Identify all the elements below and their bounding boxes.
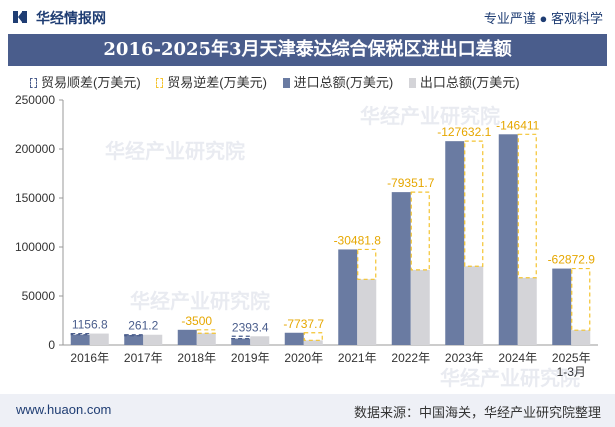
data-label: 2393.4 bbox=[232, 320, 269, 334]
data-label: -146411 bbox=[496, 118, 539, 132]
bar-chart: 0 50000 100000 150000 200000 250000 1156.8 2016… bbox=[15, 93, 598, 379]
import-bar bbox=[391, 192, 411, 345]
data-label: -79351.7 bbox=[387, 176, 435, 190]
data-label: -30481.8 bbox=[334, 233, 382, 247]
legend-swatch-exports bbox=[408, 78, 416, 88]
export-bar bbox=[571, 330, 591, 345]
top-bar: 华经情报网 专业严谨 ● 客观科学 bbox=[0, 0, 615, 34]
import-bar bbox=[445, 141, 465, 345]
export-bar bbox=[517, 277, 537, 345]
data-label: -127632.1 bbox=[437, 125, 491, 139]
tagline: 专业严谨 ● 客观科学 bbox=[483, 11, 603, 26]
data-label: 1156.8 bbox=[72, 318, 108, 332]
import-bar bbox=[284, 332, 304, 345]
legend-item-imports: 进口总额(万美元) bbox=[282, 72, 394, 91]
y-tick-label: 50000 bbox=[22, 289, 56, 303]
legend-label-imports: 进口总额(万美元) bbox=[293, 75, 394, 90]
export-bar bbox=[250, 336, 270, 345]
brand-logo-icon bbox=[13, 11, 27, 23]
import-bar bbox=[552, 268, 572, 345]
legend: 贸易顺差(万美元) 贸易逆差(万美元) 进口总额(万美元) 出口总额(万美元) bbox=[30, 72, 532, 94]
legend-label-deficit: 贸易逆差(万美元) bbox=[167, 75, 267, 90]
export-bar bbox=[196, 333, 216, 345]
surplus-bar bbox=[124, 334, 144, 337]
x-tick-label: 2024年 bbox=[498, 351, 537, 365]
export-bar bbox=[410, 269, 430, 345]
legend-label-surplus: 贸易顺差(万美元) bbox=[41, 75, 141, 90]
legend-swatch-deficit bbox=[156, 78, 164, 88]
footer: www.huaon.com 数据来源：中国海关，华经产业研究院整理 bbox=[0, 394, 615, 427]
chart-title: 2016-2025年3月天津泰达综合保税区进出口差额 bbox=[8, 34, 607, 66]
y-tick-label: 0 bbox=[48, 338, 55, 352]
export-bar bbox=[89, 333, 109, 345]
legend-swatch-surplus bbox=[30, 78, 37, 88]
x-tick-label: 2020年 bbox=[284, 351, 323, 365]
data-label: -7737.7 bbox=[283, 317, 324, 331]
deficit-bar bbox=[357, 248, 377, 280]
deficit-bar bbox=[410, 191, 430, 271]
x-tick-label: 2023年 bbox=[445, 351, 484, 365]
import-bar bbox=[177, 329, 197, 345]
deficit-bar bbox=[517, 133, 537, 279]
y-tick-label: 150000 bbox=[15, 191, 55, 205]
y-tick-label: 250000 bbox=[15, 93, 55, 107]
data-label: -3500 bbox=[181, 314, 212, 328]
legend-item-surplus: 贸易顺差(万美元) bbox=[30, 72, 141, 91]
x-tick-label: 2019年 bbox=[231, 351, 270, 365]
legend-swatch-imports bbox=[282, 78, 290, 88]
data-label: -62872.9 bbox=[548, 253, 596, 267]
export-bar bbox=[143, 334, 163, 345]
export-bar bbox=[303, 340, 323, 345]
import-bar bbox=[498, 134, 518, 345]
export-bar bbox=[357, 279, 377, 345]
import-bar bbox=[231, 338, 251, 345]
x-tick-label: 2021年 bbox=[338, 351, 377, 365]
deficit-bar bbox=[303, 332, 323, 341]
x-tick-label: 2025年 bbox=[552, 351, 591, 365]
x-tick-label: 2016年 bbox=[70, 351, 109, 365]
x-tick-label: 2017年 bbox=[124, 351, 163, 365]
y-tick-label: 200000 bbox=[15, 142, 55, 156]
y-tick-label: 100000 bbox=[15, 240, 55, 254]
legend-label-exports: 出口总额(万美元) bbox=[419, 75, 520, 90]
deficit-bar bbox=[464, 140, 484, 267]
x-tick-label: 2022年 bbox=[391, 351, 430, 365]
deficit-bar bbox=[571, 267, 591, 331]
brand-name: 华经情报网 bbox=[36, 10, 106, 26]
x-tick-label: 1-3月 bbox=[557, 365, 586, 379]
data-label: 261.2 bbox=[128, 319, 158, 333]
import-bar bbox=[338, 249, 358, 345]
surplus-bar bbox=[70, 332, 90, 336]
import-bar bbox=[70, 334, 90, 345]
deficit-bar bbox=[196, 329, 216, 334]
export-bar bbox=[464, 266, 484, 345]
footer-site: www.huaon.com bbox=[16, 402, 112, 417]
import-bar bbox=[124, 335, 144, 345]
legend-item-exports: 出口总额(万美元) bbox=[408, 72, 520, 91]
x-tick-label: 2018年 bbox=[177, 351, 216, 365]
footer-source: 数据来源：中国海关，华经产业研究院整理 bbox=[353, 405, 601, 420]
surplus-bar bbox=[231, 335, 251, 340]
legend-item-deficit: 贸易逆差(万美元) bbox=[156, 72, 267, 91]
